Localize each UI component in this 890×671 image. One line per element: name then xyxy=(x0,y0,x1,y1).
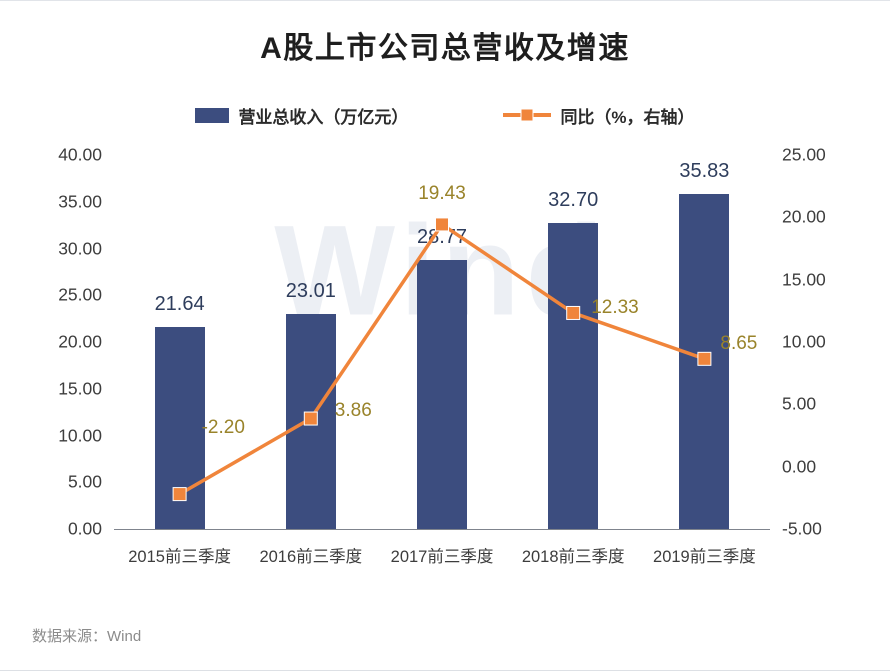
legend-item-yoy[interactable]: 同比（%，右轴） xyxy=(503,103,695,128)
legend: 营业总收入（万亿元） 同比（%，右轴） xyxy=(0,103,890,127)
y-axis-right: 25.00 20.00 15.00 10.00 5.00 0.00 -5.00 xyxy=(782,145,866,539)
revenue-bar xyxy=(548,223,599,529)
y-axis-left-tick-label: 10.00 xyxy=(58,425,102,445)
yoy-value-label: 3.86 xyxy=(334,399,372,421)
y-axis-right-tick-label: 20.00 xyxy=(782,206,826,227)
yoy-line-layer xyxy=(172,217,712,502)
y-axis-right-tick-label: 15.00 xyxy=(782,269,826,290)
y-axis-left-tick-label: 35.00 xyxy=(58,191,102,212)
x-axis-category-label: 2018前三季度 xyxy=(521,548,625,566)
x-axis-category-label: 2019前三季度 xyxy=(653,548,756,566)
y-axis-left-tick-label: 5.00 xyxy=(67,471,102,492)
revenue-bar xyxy=(417,260,467,529)
legend-item-revenue[interactable]: 营业总收入（万亿元） xyxy=(195,103,408,128)
legend-label-yoy: 同比（%，右轴） xyxy=(560,107,695,127)
y-axis-left: 40.00 35.00 30.00 25.00 20.00 15.00 10.00 5.00 0… xyxy=(24,145,102,539)
yoy-value-label: 12.33 xyxy=(591,296,639,318)
yoy-marker xyxy=(435,217,449,232)
y-axis-left-tick-label: 30.00 xyxy=(58,238,102,258)
yoy-value-label: 19.43 xyxy=(418,183,466,205)
yoy-marker xyxy=(172,487,187,502)
x-axis: 2015前三季度 2016前三季度 2017前三季度 2018前三季度 2019前三季度 xyxy=(114,530,770,568)
bar-value-label: 21.64 xyxy=(154,292,205,315)
yoy-marker xyxy=(697,351,712,366)
bar-value-label: 23.01 xyxy=(285,279,336,302)
bar-series-swatch-icon xyxy=(195,107,230,123)
y-axis-left-tick-label: 40.00 xyxy=(58,144,102,165)
y-axis-left-tick-label: 25.00 xyxy=(58,284,102,305)
source-note: 数据来源：Wind xyxy=(32,628,142,645)
y-axis-left-tick-label: 15.00 xyxy=(58,378,102,399)
bar-value-label: 35.83 xyxy=(679,159,730,182)
yoy-marker xyxy=(566,305,581,320)
x-axis-category-label: 2015前三季度 xyxy=(128,548,231,566)
x-axis-category-label: 2016前三季度 xyxy=(259,548,363,566)
bar-value-label: 32.70 xyxy=(548,189,599,212)
yoy-value-label: 8.65 xyxy=(720,332,758,354)
x-axis-category-label: 2017前三季度 xyxy=(390,548,494,566)
y-axis-right-tick-label: 10.00 xyxy=(782,331,826,352)
line-series-swatch-icon xyxy=(503,108,552,122)
y-axis-right-tick-label: 0.00 xyxy=(782,456,817,477)
y-axis-left-tick-label: 20.00 xyxy=(58,331,102,352)
yoy-marker xyxy=(303,411,318,426)
chart-title: A股上市公司总营收及增速 xyxy=(260,32,630,65)
y-axis-left-tick-label: 0.00 xyxy=(67,518,102,539)
legend-label-revenue: 营业总收入（万亿元） xyxy=(238,107,409,127)
yoy-value-label: -2.20 xyxy=(201,417,245,439)
plot-area: Wind 21.6423.0128.7732.7035.83-2.203.861… xyxy=(114,155,770,530)
y-axis-right-tick-label: 5.00 xyxy=(782,393,817,414)
yoy-line-path xyxy=(178,222,705,496)
y-axis-right-tick-label: 25.00 xyxy=(782,144,826,165)
y-axis-right-tick-label: -5.00 xyxy=(782,518,822,539)
chart-area: 40.00 35.00 30.00 25.00 20.00 15.00 10.00 5.00 0… xyxy=(0,145,890,568)
